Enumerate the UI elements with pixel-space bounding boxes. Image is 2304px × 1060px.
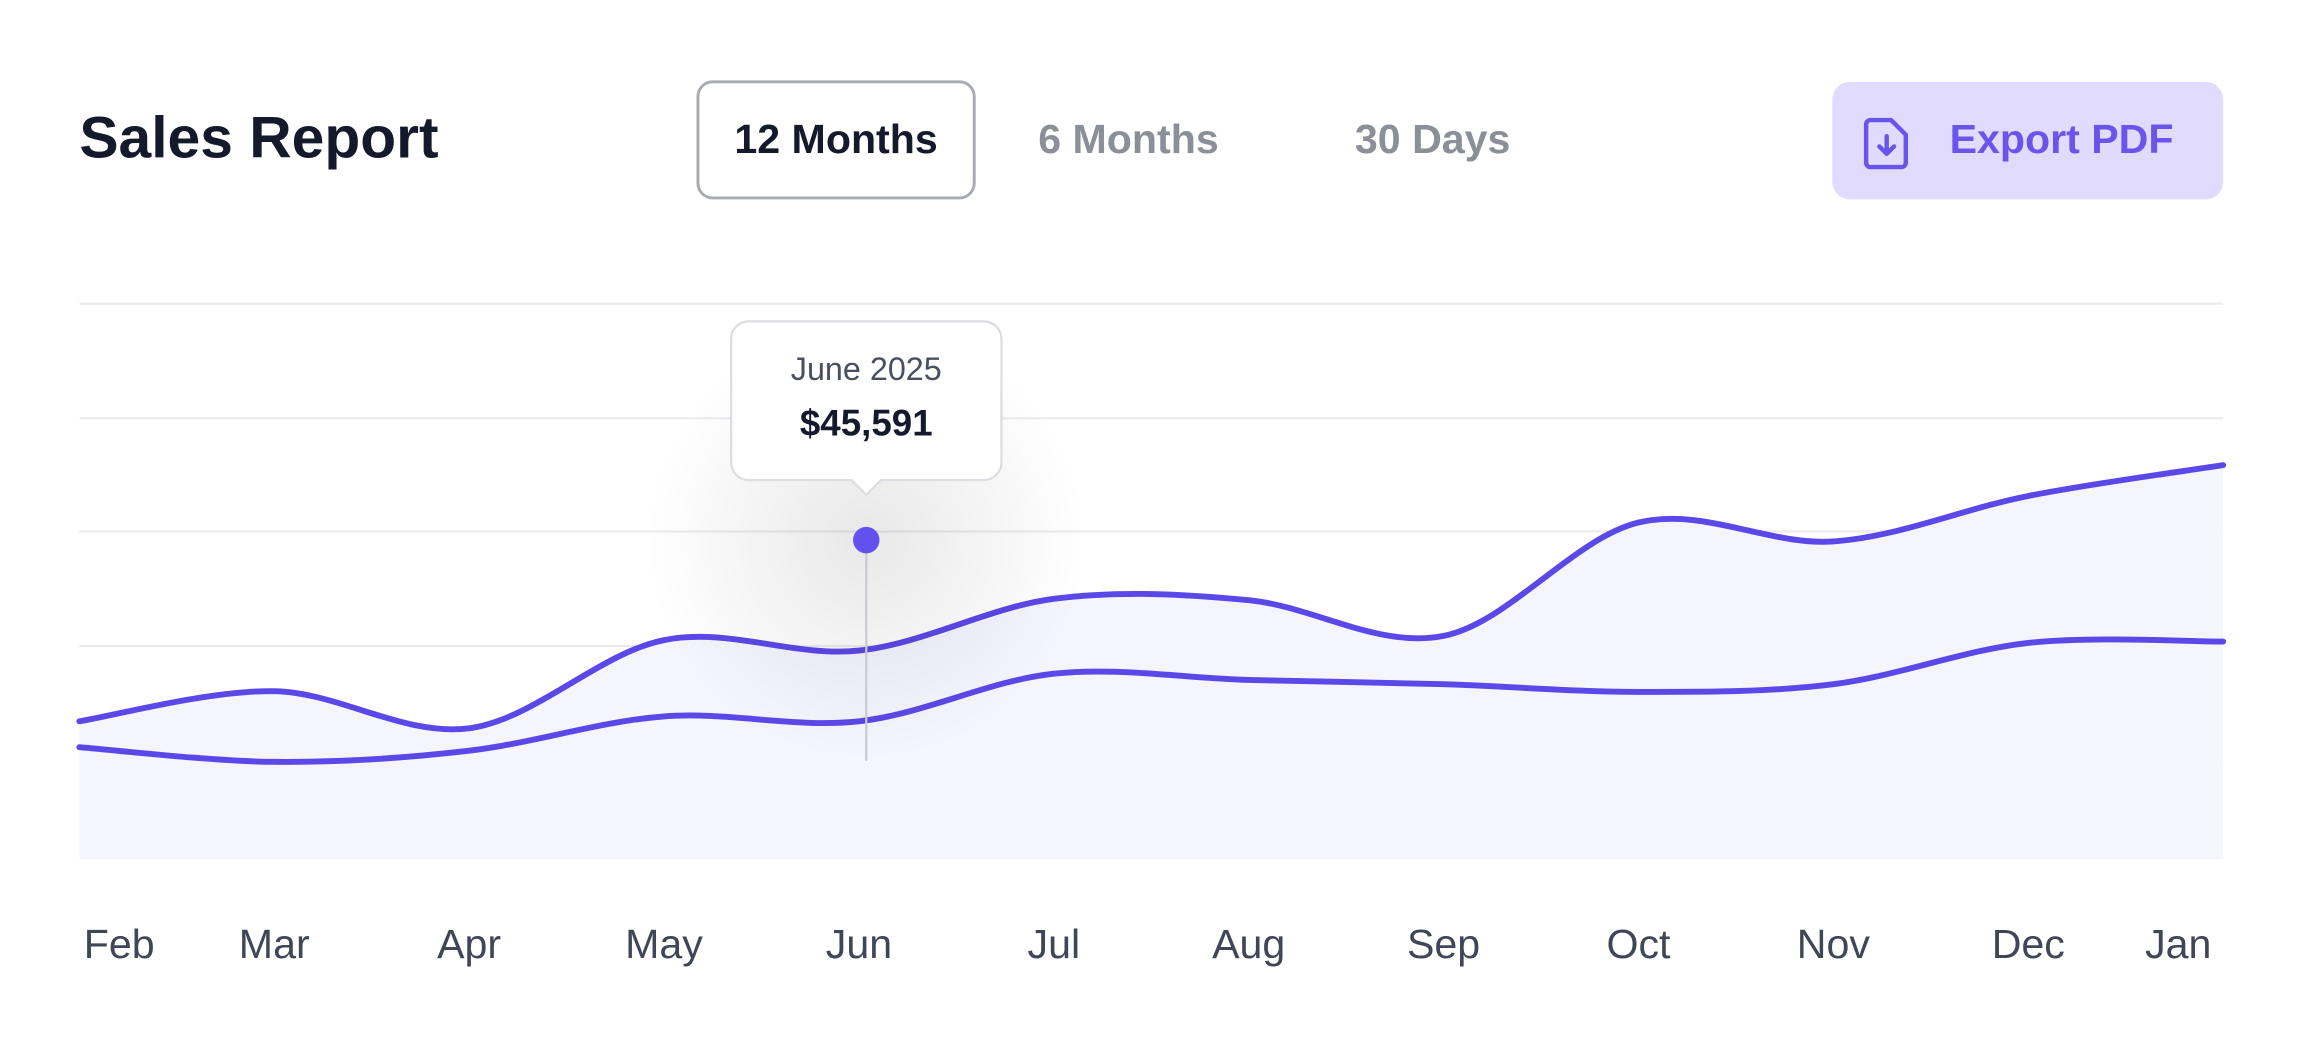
- title: Sales Report: [79, 106, 438, 171]
- x-tick-label: Aug: [1212, 921, 1285, 967]
- tooltip-value: $45,591: [800, 402, 933, 443]
- x-tick-label: Oct: [1607, 921, 1672, 967]
- hover-point: [853, 526, 880, 554]
- x-tick-label: Sep: [1407, 921, 1480, 967]
- export-button[interactable]: Export PDF: [1832, 81, 2224, 200]
- x-tick-label: Dec: [1992, 921, 2065, 967]
- plot: Feb Mar Apr May Jun Jul Aug Sep Oct Nov Dec Jan June…: [76, 302, 2227, 967]
- x-tick-label: Feb: [84, 921, 155, 967]
- range-tab[interactable]: 12 Months: [734, 116, 937, 162]
- x-tick-label: Nov: [1797, 921, 1871, 967]
- line: [76, 636, 2227, 765]
- export-label[interactable]: Export PDF: [1950, 116, 2174, 162]
- area: [79, 465, 2224, 860]
- x-tick-label: Apr: [437, 921, 501, 967]
- tooltip-label: June 2025: [791, 351, 942, 387]
- x-tick-label: Jan: [2145, 921, 2211, 967]
- range-tab[interactable]: 30 Days: [1355, 116, 1510, 162]
- range-tabs: 12 Months 6 Months 30 Days: [696, 80, 1510, 200]
- file-icon: [1863, 117, 1908, 170]
- x-tick-label: Mar: [239, 921, 310, 967]
- range-tab[interactable]: 6 Months: [1038, 116, 1218, 162]
- export-button-bg[interactable]: [1832, 81, 2224, 200]
- x-tick-label: Jun: [826, 921, 892, 967]
- x-tick-label: Jul: [1028, 921, 1081, 967]
- x-tick-label: May: [625, 921, 703, 967]
- line: [76, 462, 2227, 733]
- tooltip-box: [729, 320, 1003, 497]
- range-tab-active[interactable]: [696, 80, 976, 200]
